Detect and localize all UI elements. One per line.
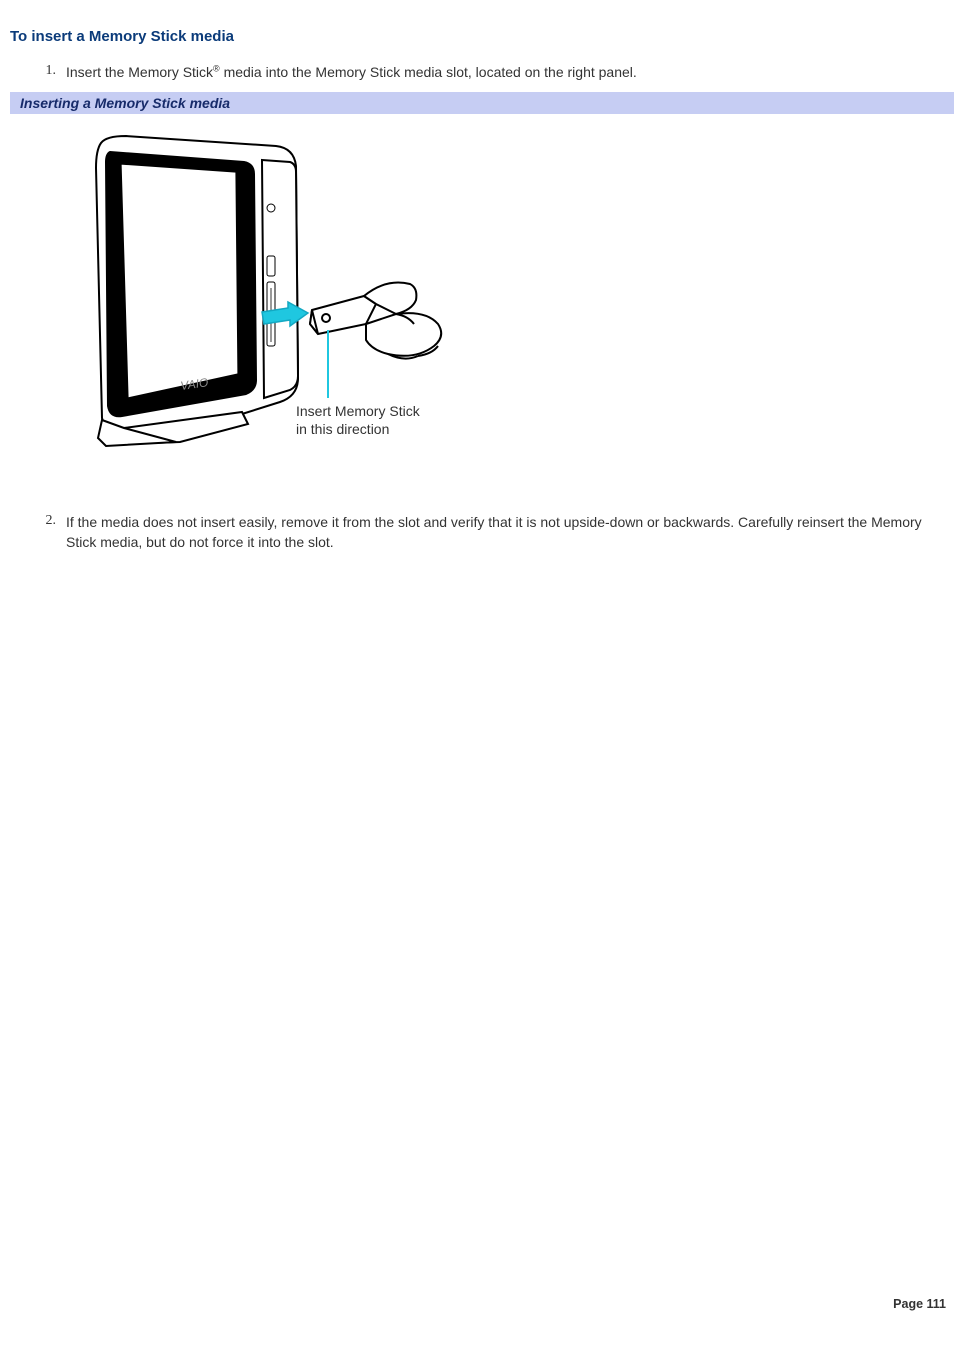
step-text: If the media does not insert easily, rem…: [66, 513, 954, 552]
step-list-2: 2. If the media does not insert easily, …: [34, 513, 954, 552]
list-item: 2. If the media does not insert easily, …: [34, 513, 954, 552]
step-list: 1. Insert the Memory Stick® media into t…: [34, 63, 954, 82]
step1-post: media into the Memory Stick media slot, …: [220, 64, 637, 80]
list-item: 1. Insert the Memory Stick® media into t…: [34, 63, 954, 82]
registered-mark: ®: [213, 63, 220, 73]
list-number: 1.: [34, 63, 66, 82]
hand-icon: [310, 283, 441, 359]
list-number: 2.: [34, 513, 66, 552]
figure-caption-bar: Inserting a Memory Stick media: [10, 92, 954, 114]
section-heading: To insert a Memory Stick media: [10, 28, 954, 45]
figure: VAIO: [66, 128, 954, 463]
page-number: Page 111: [893, 1297, 946, 1311]
memory-stick-diagram: VAIO: [66, 128, 496, 458]
diagram-label-line1: Insert Memory Stick: [296, 403, 421, 419]
step1-pre: Insert the Memory Stick: [66, 64, 213, 80]
diagram-label-line2: in this direction: [296, 421, 389, 437]
step-text: Insert the Memory Stick® media into the …: [66, 63, 954, 82]
